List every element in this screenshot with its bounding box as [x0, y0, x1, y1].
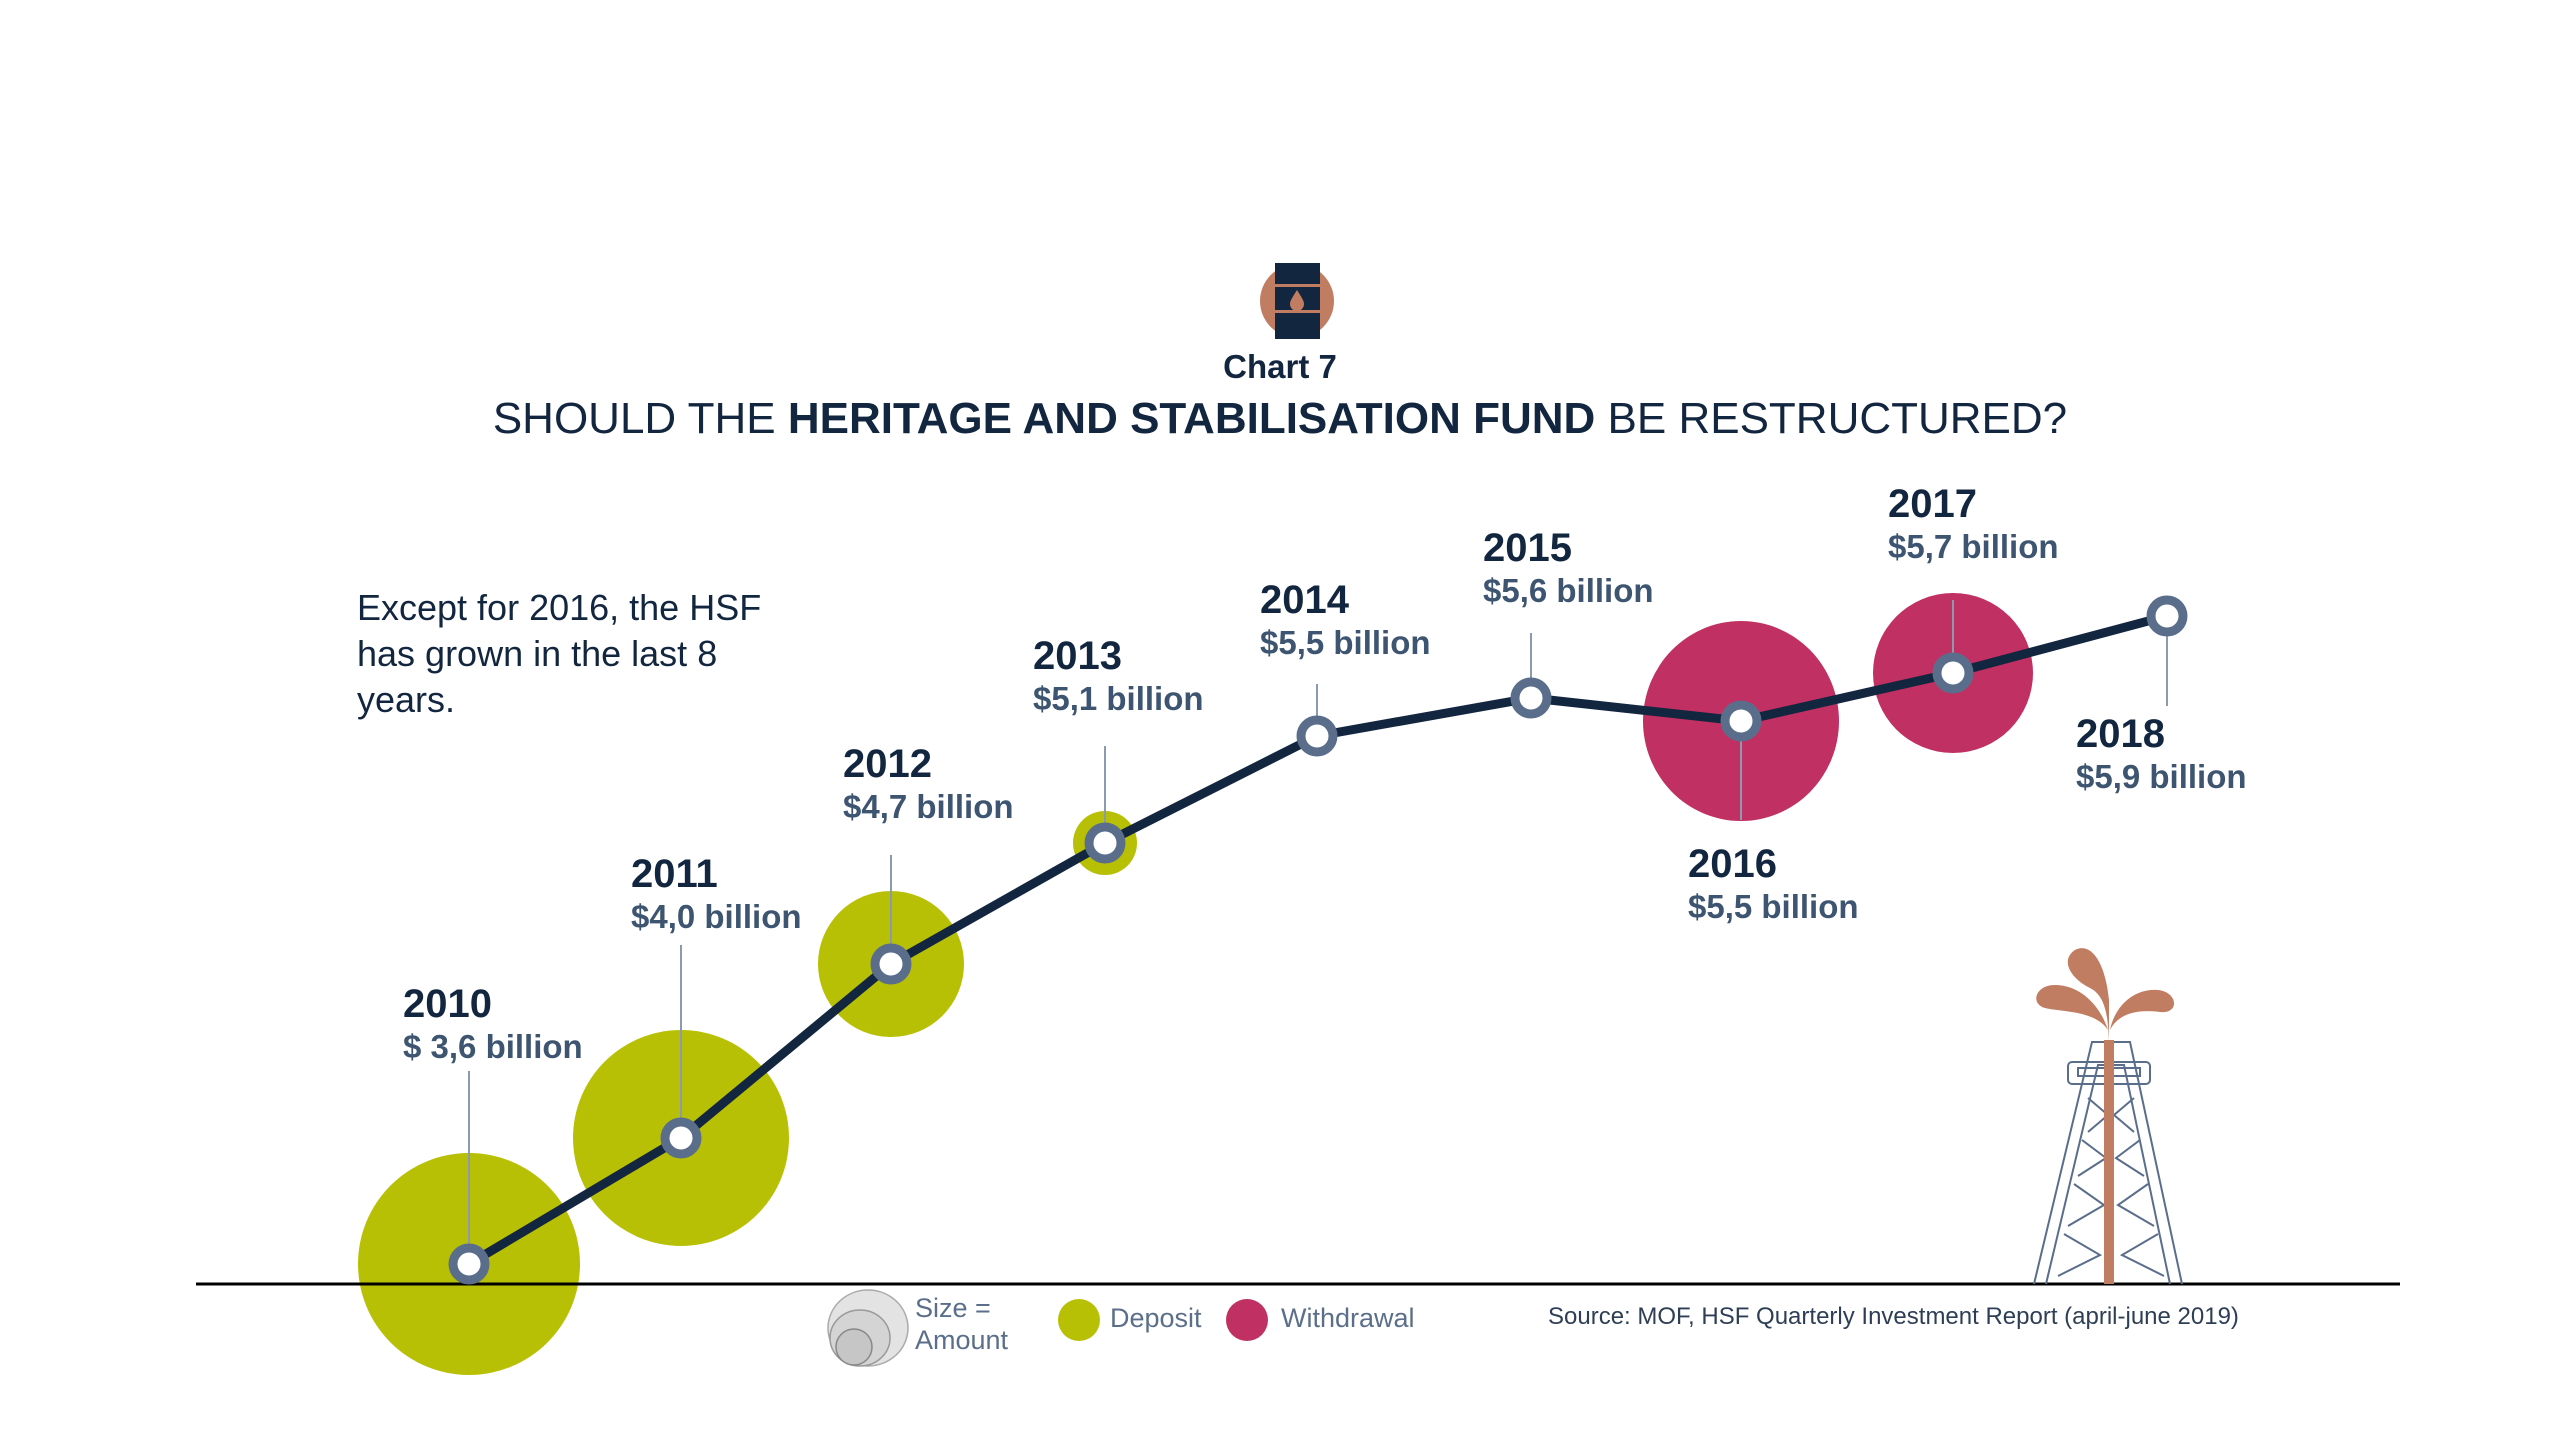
label-amount: $5,1 billion [1033, 680, 1204, 717]
legend-size-line1: Size = [915, 1293, 991, 1323]
legend-deposit-swatch [1058, 1299, 1100, 1341]
label-year: 2013 [1033, 634, 1122, 678]
label-amount: $5,5 billion [1688, 888, 1859, 925]
label-year: 2016 [1688, 842, 1777, 886]
label-amount: $ 3,6 billion [403, 1028, 583, 1065]
page-title: SHOULD THE HERITAGE AND STABILISATION FU… [0, 394, 2560, 444]
label-amount: $4,7 billion [843, 788, 1014, 825]
label-2012: 2012 $4,7 billion [843, 742, 1014, 828]
title-bold: HERITAGE AND STABILISATION FUND [787, 394, 1596, 443]
label-amount: $5,9 billion [2076, 758, 2247, 795]
legend-size-line2: Amount [915, 1325, 1009, 1355]
source-note: Source: MOF, HSF Quarterly Investment Re… [1548, 1303, 2239, 1330]
marker-2016 [1720, 700, 1762, 742]
marker-2013 [1084, 822, 1126, 864]
label-amount: $5,5 billion [1260, 624, 1431, 661]
marker-2011 [660, 1117, 702, 1159]
title-prefix: SHOULD THE [492, 394, 788, 443]
oil-rig-icon [2033, 948, 2183, 1285]
marker-2010 [448, 1243, 490, 1285]
label-year: 2010 [403, 982, 492, 1026]
label-amount: $4,0 billion [631, 898, 802, 935]
label-year: 2011 [631, 852, 718, 896]
label-year: 2017 [1888, 482, 1977, 526]
oil-barrel-icon [1260, 263, 1334, 339]
label-2010: 2010 $ 3,6 billion [403, 982, 583, 1068]
legend-size-icon [827, 1289, 909, 1367]
label-2011: 2011 $4,0 billion [631, 852, 802, 938]
label-2015: 2015 $5,6 billion [1483, 526, 1654, 612]
label-year: 2014 [1260, 578, 1349, 622]
label-year: 2015 [1483, 526, 1572, 570]
marker-2014 [1296, 715, 1338, 757]
label-2014: 2014 $5,5 billion [1260, 578, 1431, 664]
legend-withdrawal-swatch [1226, 1299, 1268, 1341]
legend-withdrawal-label: Withdrawal [1281, 1303, 1415, 1333]
title-suffix: BE RESTRUCTURED? [1595, 394, 2068, 443]
label-year: 2018 [2076, 712, 2165, 756]
marker-2018 [2146, 595, 2188, 637]
leader-lines [468, 600, 2168, 1250]
label-2017: 2017 $5,7 billion [1888, 482, 2059, 568]
legend-size-label: Size = Amount [915, 1292, 1008, 1356]
label-2013: 2013 $5,1 billion [1033, 634, 1204, 720]
legend-deposit-label: Deposit [1110, 1303, 1202, 1333]
label-year: 2012 [843, 742, 932, 786]
chart-number: Chart 7 [1223, 348, 1337, 385]
marker-2017 [1932, 652, 1974, 694]
label-amount: $5,6 billion [1483, 572, 1654, 609]
label-amount: $5,7 billion [1888, 528, 2059, 565]
data-markers [448, 595, 2188, 1285]
annotation-note: Except for 2016, the HSF has grown in th… [357, 587, 762, 720]
marker-2015 [1510, 677, 1552, 719]
label-2016: 2016 $5,5 billion [1688, 842, 1859, 928]
label-2018: 2018 $5,9 billion [2076, 712, 2247, 798]
marker-2012 [870, 943, 912, 985]
